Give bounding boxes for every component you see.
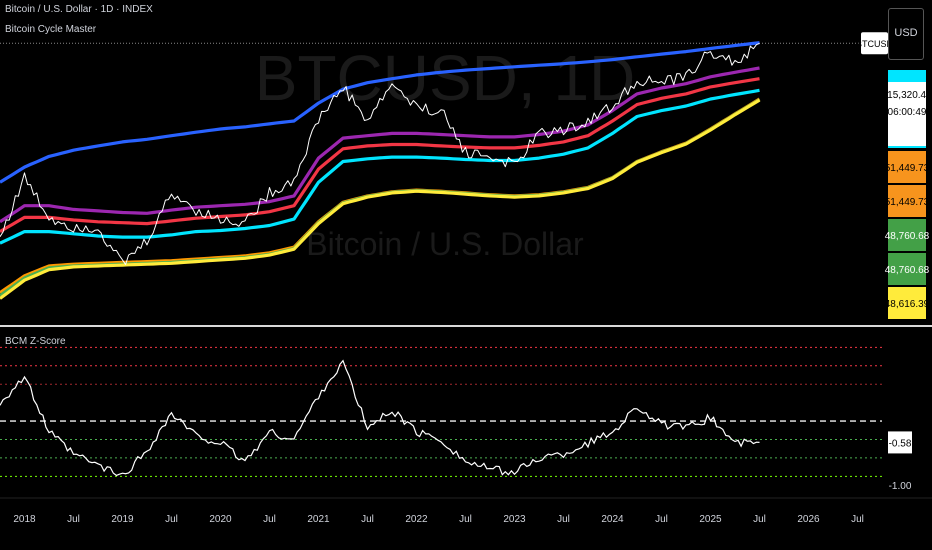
time-axis-tick: Jul: [263, 514, 276, 525]
price-label-bg: [888, 82, 926, 146]
time-axis-tick: 2018: [13, 514, 36, 525]
level-label-bg: [888, 151, 926, 183]
time-axis-tick: 2020: [209, 514, 232, 525]
watermark-ticker: BTCUSD, 1D: [255, 42, 636, 114]
level-label-text: 48,760.68: [885, 231, 930, 242]
level-label-text: 48,616.39: [885, 299, 930, 310]
oscillator-title: BCM Z-Score: [5, 336, 66, 347]
indicator-title: Bitcoin Cycle Master: [5, 24, 97, 35]
time-axis-tick: Jul: [67, 514, 80, 525]
price-series-line: [0, 42, 760, 265]
price-label-countdown: 06:00:49: [888, 107, 927, 118]
time-axis-tick: Jul: [361, 514, 374, 525]
time-axis-tick: 2023: [503, 514, 526, 525]
time-axis-tick: Jul: [655, 514, 668, 525]
ticker-tag-bg: [861, 32, 888, 55]
level-label: 48,760.68: [885, 253, 930, 285]
ticker-tag: BTCUSD: [856, 32, 894, 55]
last-price-label: 115,320.40 06:00:49: [882, 70, 932, 148]
time-axis-tick: Jul: [459, 514, 472, 525]
band-series-line: [0, 98, 761, 300]
level-label-text: 51,449.73: [885, 163, 930, 174]
currency-button[interactable]: USD: [888, 8, 924, 60]
level-label-bg: [888, 219, 926, 251]
level-label-bg: [888, 287, 926, 319]
zscore-floor-label: -1.00: [889, 481, 912, 492]
level-label: 48,616.39: [885, 287, 930, 319]
zscore-label-text: -0.58: [889, 438, 912, 449]
time-axis-tick: 2019: [111, 514, 134, 525]
band-series-line: [0, 77, 760, 233]
level-label: 51,449.73: [885, 185, 930, 217]
band-series-line: [0, 41, 760, 184]
time-axis-tick: 2022: [405, 514, 428, 525]
price-label-value: 115,320.40: [882, 90, 932, 101]
level-label: 51,449.73: [885, 151, 930, 183]
zscore-series-line: [0, 359, 760, 477]
band-series-line: [0, 66, 760, 224]
level-label-bg: [888, 253, 926, 285]
level-label: 48,760.68: [885, 219, 930, 251]
level-label-text: 51,449.73: [885, 197, 930, 208]
time-axis-tick: Jul: [753, 514, 766, 525]
time-axis-tick: Jul: [851, 514, 864, 525]
time-axis-tick: Jul: [165, 514, 178, 525]
band-series-line: [0, 88, 760, 245]
time-axis-tick: 2021: [307, 514, 330, 525]
ticker-tag-text: BTCUSD: [856, 39, 894, 49]
level-label-bg: [888, 185, 926, 217]
time-axis-tick: Jul: [557, 514, 570, 525]
zscore-label-bg: [888, 431, 912, 454]
watermark-name: Bitcoin / U.S. Dollar: [306, 226, 584, 262]
level-label-text: 48,760.68: [885, 265, 930, 276]
time-axis-tick: 2025: [699, 514, 722, 525]
time-axis-tick: 2026: [797, 514, 820, 525]
time-axis-tick: 2024: [601, 514, 624, 525]
symbol-title: Bitcoin / U.S. Dollar · 1D · INDEX: [5, 4, 153, 15]
zscore-label: -0.58: [888, 431, 912, 454]
